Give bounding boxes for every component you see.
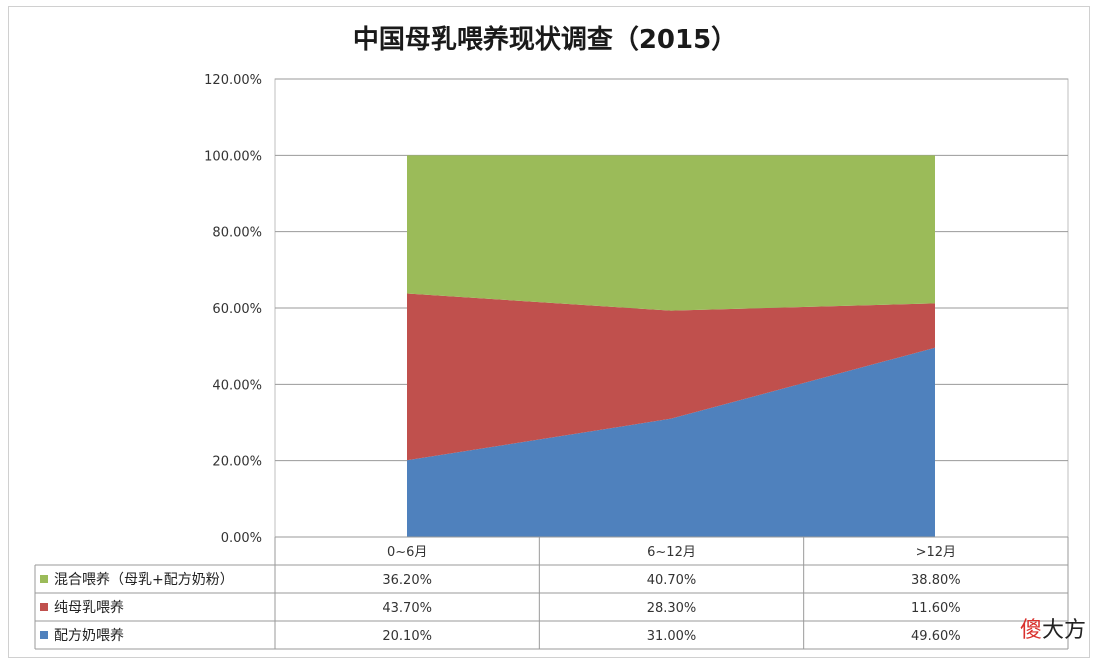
data-label: 40.70% bbox=[647, 573, 697, 588]
y-tick-label: 40.00% bbox=[212, 378, 262, 393]
x-tick-label: 6~12月 bbox=[647, 545, 696, 560]
watermark-char: 傻 bbox=[1019, 618, 1042, 643]
data-label: 36.20% bbox=[382, 573, 432, 588]
y-tick-label: 120.00% bbox=[204, 73, 262, 88]
legend-swatch bbox=[40, 575, 48, 583]
y-tick-label: 80.00% bbox=[212, 226, 262, 241]
data-label: 38.80% bbox=[911, 573, 961, 588]
watermark: 傻大方 bbox=[1020, 612, 1086, 644]
area-series bbox=[407, 155, 935, 311]
legend-label: 混合喂养（母乳+配方奶粉） bbox=[54, 572, 234, 588]
legend-label: 纯母乳喂养 bbox=[54, 600, 124, 616]
y-tick-label: 60.00% bbox=[212, 302, 262, 317]
data-label: 31.00% bbox=[647, 629, 697, 644]
y-tick-label: 20.00% bbox=[212, 455, 262, 470]
legend-swatch bbox=[40, 603, 48, 611]
data-label: 11.60% bbox=[911, 601, 961, 616]
data-label: 28.30% bbox=[647, 601, 697, 616]
area-series bbox=[407, 293, 935, 461]
data-label: 20.10% bbox=[382, 629, 432, 644]
area-series bbox=[407, 347, 935, 537]
y-tick-label: 0.00% bbox=[221, 531, 262, 546]
legend-label: 配方奶喂养 bbox=[54, 628, 124, 644]
chart-title: 中国母乳喂养现状调查（2015） bbox=[353, 24, 737, 55]
legend-swatch bbox=[40, 631, 48, 639]
watermark-text: 大方 bbox=[1041, 618, 1086, 643]
x-tick-label: >12月 bbox=[916, 545, 956, 560]
data-label: 49.60% bbox=[911, 629, 961, 644]
data-label: 43.70% bbox=[382, 601, 432, 616]
y-tick-label: 100.00% bbox=[204, 149, 262, 164]
x-tick-label: 0~6月 bbox=[387, 545, 427, 560]
